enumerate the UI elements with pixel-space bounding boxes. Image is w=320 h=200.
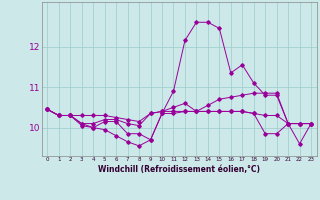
- X-axis label: Windchill (Refroidissement éolien,°C): Windchill (Refroidissement éolien,°C): [98, 165, 260, 174]
